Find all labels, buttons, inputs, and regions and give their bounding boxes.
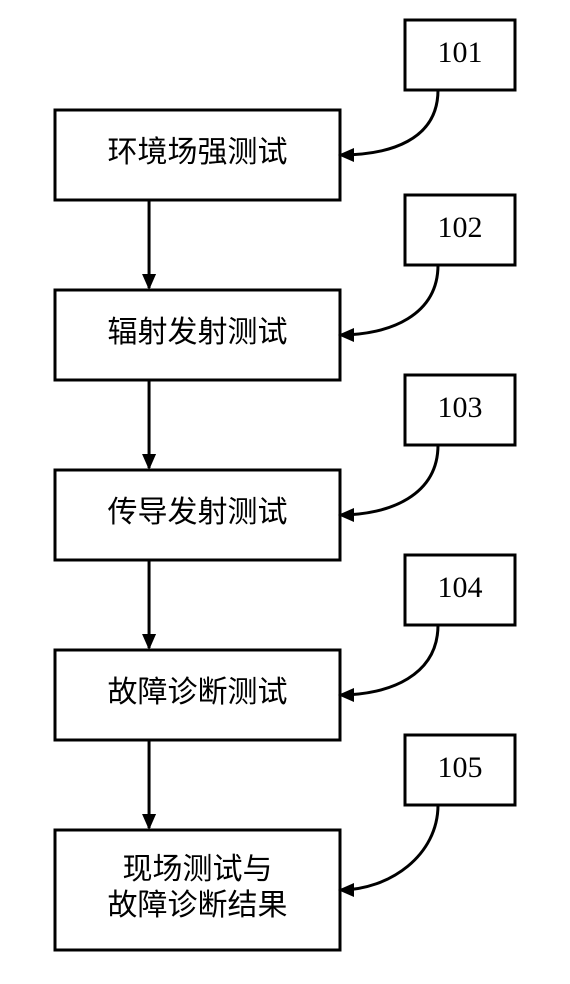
connector-arrow-101 xyxy=(340,90,438,155)
step-text-101-line0: 环境场强测试 xyxy=(108,136,288,169)
label-text-104: 104 xyxy=(438,571,483,604)
label-text-105: 105 xyxy=(438,751,483,784)
step-text-105-line0: 现场测试与 xyxy=(123,853,273,886)
label-text-102: 102 xyxy=(438,211,483,244)
flowchart-layer: 101 环境场强测试 102 辐射发射测试 103 传导发射测试 104 故障诊断测试 105 现… xyxy=(55,20,515,950)
connector-arrow-102 xyxy=(340,265,438,335)
label-text-103: 103 xyxy=(438,391,483,424)
connector-arrow-104 xyxy=(340,625,438,695)
connector-arrow-105 xyxy=(340,805,438,890)
label-text-101: 101 xyxy=(438,36,483,69)
step-text-105-line1: 故障诊断结果 xyxy=(108,889,288,922)
step-text-104-line0: 故障诊断测试 xyxy=(108,676,288,709)
flowchart-canvas: 101 环境场强测试 102 辐射发射测试 103 传导发射测试 104 故障诊断测试 105 现… xyxy=(0,0,570,984)
step-text-102-line0: 辐射发射测试 xyxy=(108,316,288,349)
step-text-103-line0: 传导发射测试 xyxy=(108,496,288,529)
connector-arrow-103 xyxy=(340,445,438,515)
